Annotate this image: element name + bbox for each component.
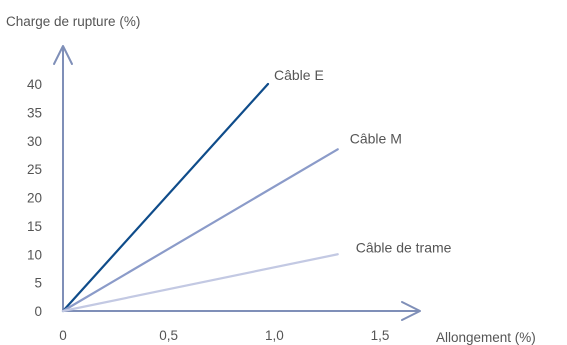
y-tick-label: 40 [27,77,42,92]
x-axis-arrow [401,301,421,321]
y-tick-label: 15 [27,219,42,234]
series-line [61,253,339,313]
series-labels: Câble E Câble M Câble de trame [274,67,452,255]
series-label: Câble de trame [356,239,452,255]
y-tick-label: 35 [27,105,42,120]
y-tick-label: 0 [34,304,42,319]
y-axis-arrow [53,45,73,65]
y-tick-label: 10 [27,247,42,262]
series-line [61,148,339,313]
x-tick-label: 0,5 [159,328,178,343]
x-tick-label: 1,5 [371,328,390,343]
axes [53,45,421,321]
y-tick-label: 25 [27,162,42,177]
x-tick-labels: 0 0,5 1,0 1,5 [59,328,389,343]
series-line [61,82,270,313]
y-tick-label: 20 [27,191,42,206]
x-tick-label: 0 [59,328,67,343]
y-tick-label: 30 [27,134,42,149]
y-tick-labels: 0 5 10 15 20 25 30 35 40 [27,77,42,319]
series-label: Câble E [274,67,324,83]
y-tick-label: 5 [34,276,42,291]
x-axis-label: Allongement (%) [436,330,536,345]
x-tick-label: 1,0 [265,328,284,343]
series-lines [61,82,339,313]
y-axis-label: Charge de rupture (%) [6,14,140,29]
series-label: Câble M [350,130,402,146]
